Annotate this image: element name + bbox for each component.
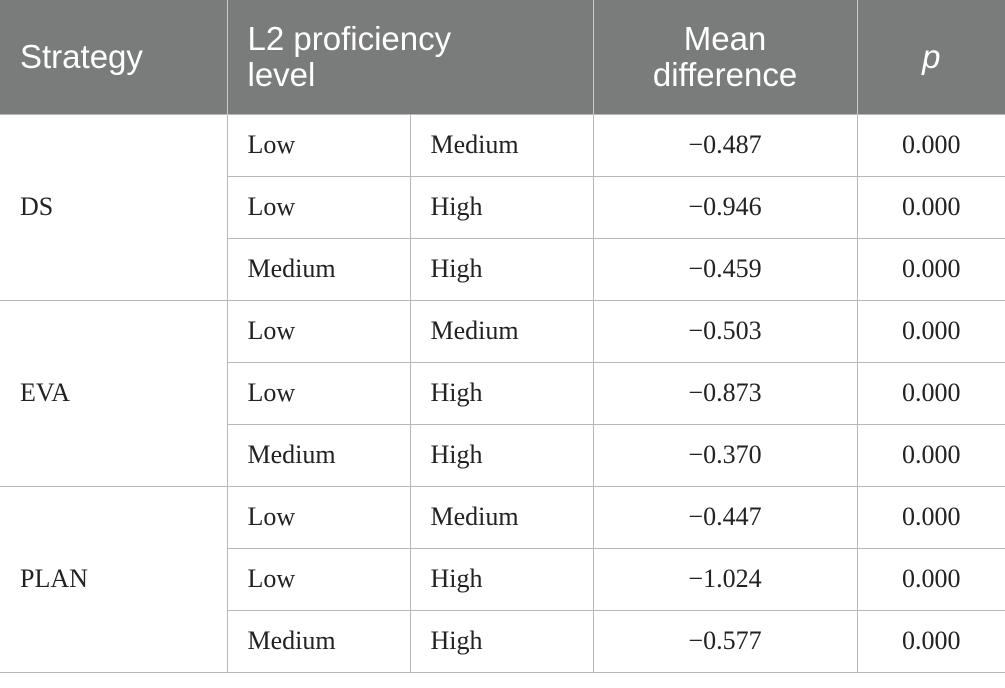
header-p-label: p [922,37,941,75]
mean-difference-cell: −0.873 [592,361,858,425]
level-b-cell: High [409,361,594,425]
strategy-cell: PLAN [0,485,228,673]
table-row: Medium High −0.459 0.000 [0,237,1005,301]
p-value-cell: 0.000 [856,237,1005,301]
table-row: Medium High −0.370 0.000 [0,423,1005,487]
mean-difference-cell: −0.487 [592,113,858,177]
table-row: DS Low Medium −0.487 0.000 [0,113,1005,301]
header-row: Strategy L2 proficiency level Mean diffe… [0,0,1005,114]
table-header: Strategy L2 proficiency level Mean diffe… [0,0,1005,114]
level-b-cell: Medium [409,299,594,363]
mean-difference-cell: −0.447 [592,485,858,549]
p-value-cell: 0.000 [856,609,1005,673]
table-row: PLAN Low Medium −0.447 0.000 [0,485,1005,673]
mean-difference-cell: −0.370 [592,423,858,487]
header-mean-difference: Mean difference [593,0,858,114]
table-body: DS Low Medium −0.487 0.000 Low High −0.9… [0,113,1005,673]
level-a-cell: Low [226,485,411,549]
level-a-cell: Medium [227,237,411,301]
header-proficiency: L2 proficiency level [227,0,594,114]
table-row: Low High −1.024 0.000 [0,547,1005,611]
p-value-cell: 0.000 [856,423,1005,487]
p-value-cell: 0.000 [856,361,1005,425]
header-proficiency-line1: L2 proficiency [247,19,452,57]
mean-difference-cell: −0.946 [592,175,858,239]
post-hoc-comparison-table: Strategy L2 proficiency level Mean diffe… [0,0,1005,673]
level-b-cell: Medium [409,113,594,177]
level-a-cell: Low [226,299,411,363]
level-a-cell: Low [227,361,411,425]
header-mean-line1: Mean [683,19,767,57]
header-strategy: Strategy [0,0,228,114]
table-row: EVA Low Medium −0.503 0.000 [0,299,1005,487]
p-value-cell: 0.000 [856,299,1005,363]
header-mean-line2: difference [652,55,798,93]
level-b-cell: High [409,237,594,301]
level-a-cell: Medium [227,609,411,673]
p-value-cell: 0.000 [856,175,1005,239]
level-b-cell: Medium [409,485,594,549]
mean-difference-cell: −0.459 [592,237,858,301]
p-value-cell: 0.000 [856,113,1005,177]
level-a-cell: Low [227,175,411,239]
table-row: Low High −0.873 0.000 [0,361,1005,425]
p-value-cell: 0.000 [856,485,1005,549]
level-a-cell: Low [227,547,411,611]
level-a-cell: Low [226,113,411,177]
header-proficiency-line2: level [247,55,316,93]
level-b-cell: High [409,547,594,611]
level-b-cell: High [409,423,594,487]
mean-difference-cell: −1.024 [592,547,858,611]
mean-difference-cell: −0.577 [592,609,858,673]
table-row: Medium High −0.577 0.000 [0,609,1005,673]
level-b-cell: High [409,609,594,673]
level-a-cell: Medium [227,423,411,487]
p-value-cell: 0.000 [856,547,1005,611]
mean-difference-cell: −0.503 [592,299,858,363]
header-strategy-label: Strategy [20,37,143,75]
strategy-cell: EVA [0,299,228,487]
header-p-value: p [857,0,1005,114]
level-b-cell: High [409,175,594,239]
strategy-cell: DS [0,113,228,301]
table-row: Low High −0.946 0.000 [0,175,1005,239]
